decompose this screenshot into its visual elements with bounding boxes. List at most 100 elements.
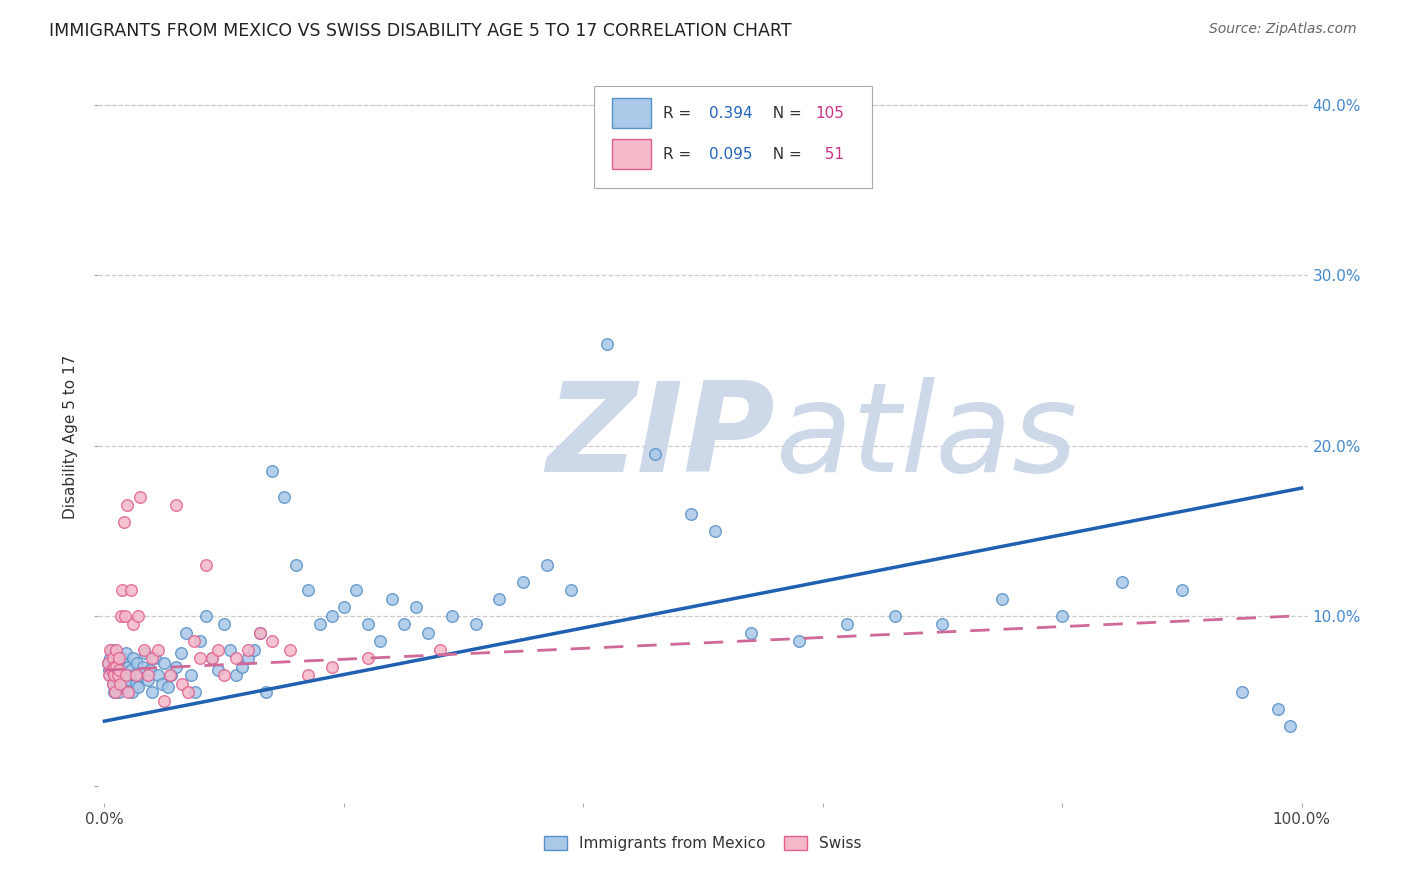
Point (108, 677, 131, 691)
Point (1230, 685, 1253, 699)
Point (101, 657, 124, 671)
Point (249, 625, 271, 640)
Point (596, 336, 619, 351)
FancyBboxPatch shape (595, 86, 872, 188)
Point (100, 663, 122, 677)
Point (165, 659, 187, 673)
Point (231, 659, 253, 673)
Point (111, 651, 134, 665)
Point (127, 608, 149, 623)
Point (105, 642, 128, 657)
Point (112, 515, 135, 529)
Point (141, 651, 163, 665)
Point (103, 668, 125, 682)
Point (108, 677, 131, 691)
Point (124, 668, 146, 682)
Point (321, 608, 343, 623)
Point (105, 673, 128, 688)
Point (560, 583, 582, 598)
Point (931, 617, 953, 632)
Point (114, 677, 136, 691)
Point (107, 657, 129, 671)
Point (170, 646, 193, 660)
Point (115, 498, 138, 512)
Point (104, 685, 127, 699)
Point (150, 677, 173, 691)
Point (107, 663, 129, 677)
Point (115, 646, 138, 660)
Point (787, 634, 810, 648)
Point (114, 608, 136, 623)
Point (112, 663, 135, 677)
Point (111, 680, 134, 694)
Point (183, 634, 205, 648)
Text: ZIP: ZIP (546, 376, 775, 498)
Point (103, 646, 125, 660)
Point (201, 651, 224, 665)
Text: 0.095: 0.095 (709, 146, 752, 161)
Point (117, 659, 139, 673)
Point (321, 659, 343, 673)
Point (107, 668, 129, 682)
Point (357, 617, 380, 632)
Point (219, 642, 242, 657)
Point (97, 657, 120, 671)
Point (139, 663, 162, 677)
Point (512, 574, 534, 589)
Point (195, 608, 218, 623)
Point (100, 642, 122, 657)
Point (260, 464, 283, 478)
Point (1267, 702, 1289, 716)
Point (156, 680, 179, 694)
Point (100, 659, 122, 673)
Point (188, 651, 211, 665)
Point (1050, 608, 1073, 623)
Point (416, 625, 439, 640)
Point (136, 668, 159, 682)
Point (309, 617, 332, 632)
Point (132, 642, 155, 657)
Point (112, 668, 135, 682)
Point (1171, 583, 1194, 598)
Point (148, 642, 170, 657)
Point (1111, 574, 1133, 589)
Point (121, 685, 143, 699)
Point (184, 685, 207, 699)
Point (236, 651, 259, 665)
Point (835, 617, 858, 632)
Point (101, 677, 124, 691)
Point (111, 583, 134, 598)
Point (679, 507, 702, 521)
Point (392, 617, 415, 632)
Point (127, 680, 149, 694)
Point (344, 583, 367, 598)
Point (333, 600, 356, 615)
FancyBboxPatch shape (613, 98, 651, 128)
Point (107, 663, 129, 677)
Point (991, 591, 1014, 606)
Y-axis label: Disability Age 5 to 17: Disability Age 5 to 17 (63, 355, 79, 519)
Point (136, 673, 159, 688)
Point (172, 677, 194, 691)
Point (381, 591, 404, 606)
Point (124, 677, 146, 691)
Point (141, 685, 163, 699)
Point (243, 642, 266, 657)
Point (129, 490, 152, 504)
Point (120, 583, 142, 598)
Point (101, 651, 124, 665)
Point (212, 617, 235, 632)
Point (115, 668, 138, 682)
Point (100, 668, 122, 682)
Point (297, 583, 319, 598)
Point (440, 608, 463, 623)
Point (536, 558, 558, 572)
Point (115, 668, 138, 682)
Point (357, 651, 380, 665)
Point (159, 668, 181, 682)
Point (104, 659, 127, 673)
Point (254, 685, 277, 699)
Point (260, 634, 283, 648)
Point (153, 657, 176, 671)
Point (110, 673, 132, 688)
